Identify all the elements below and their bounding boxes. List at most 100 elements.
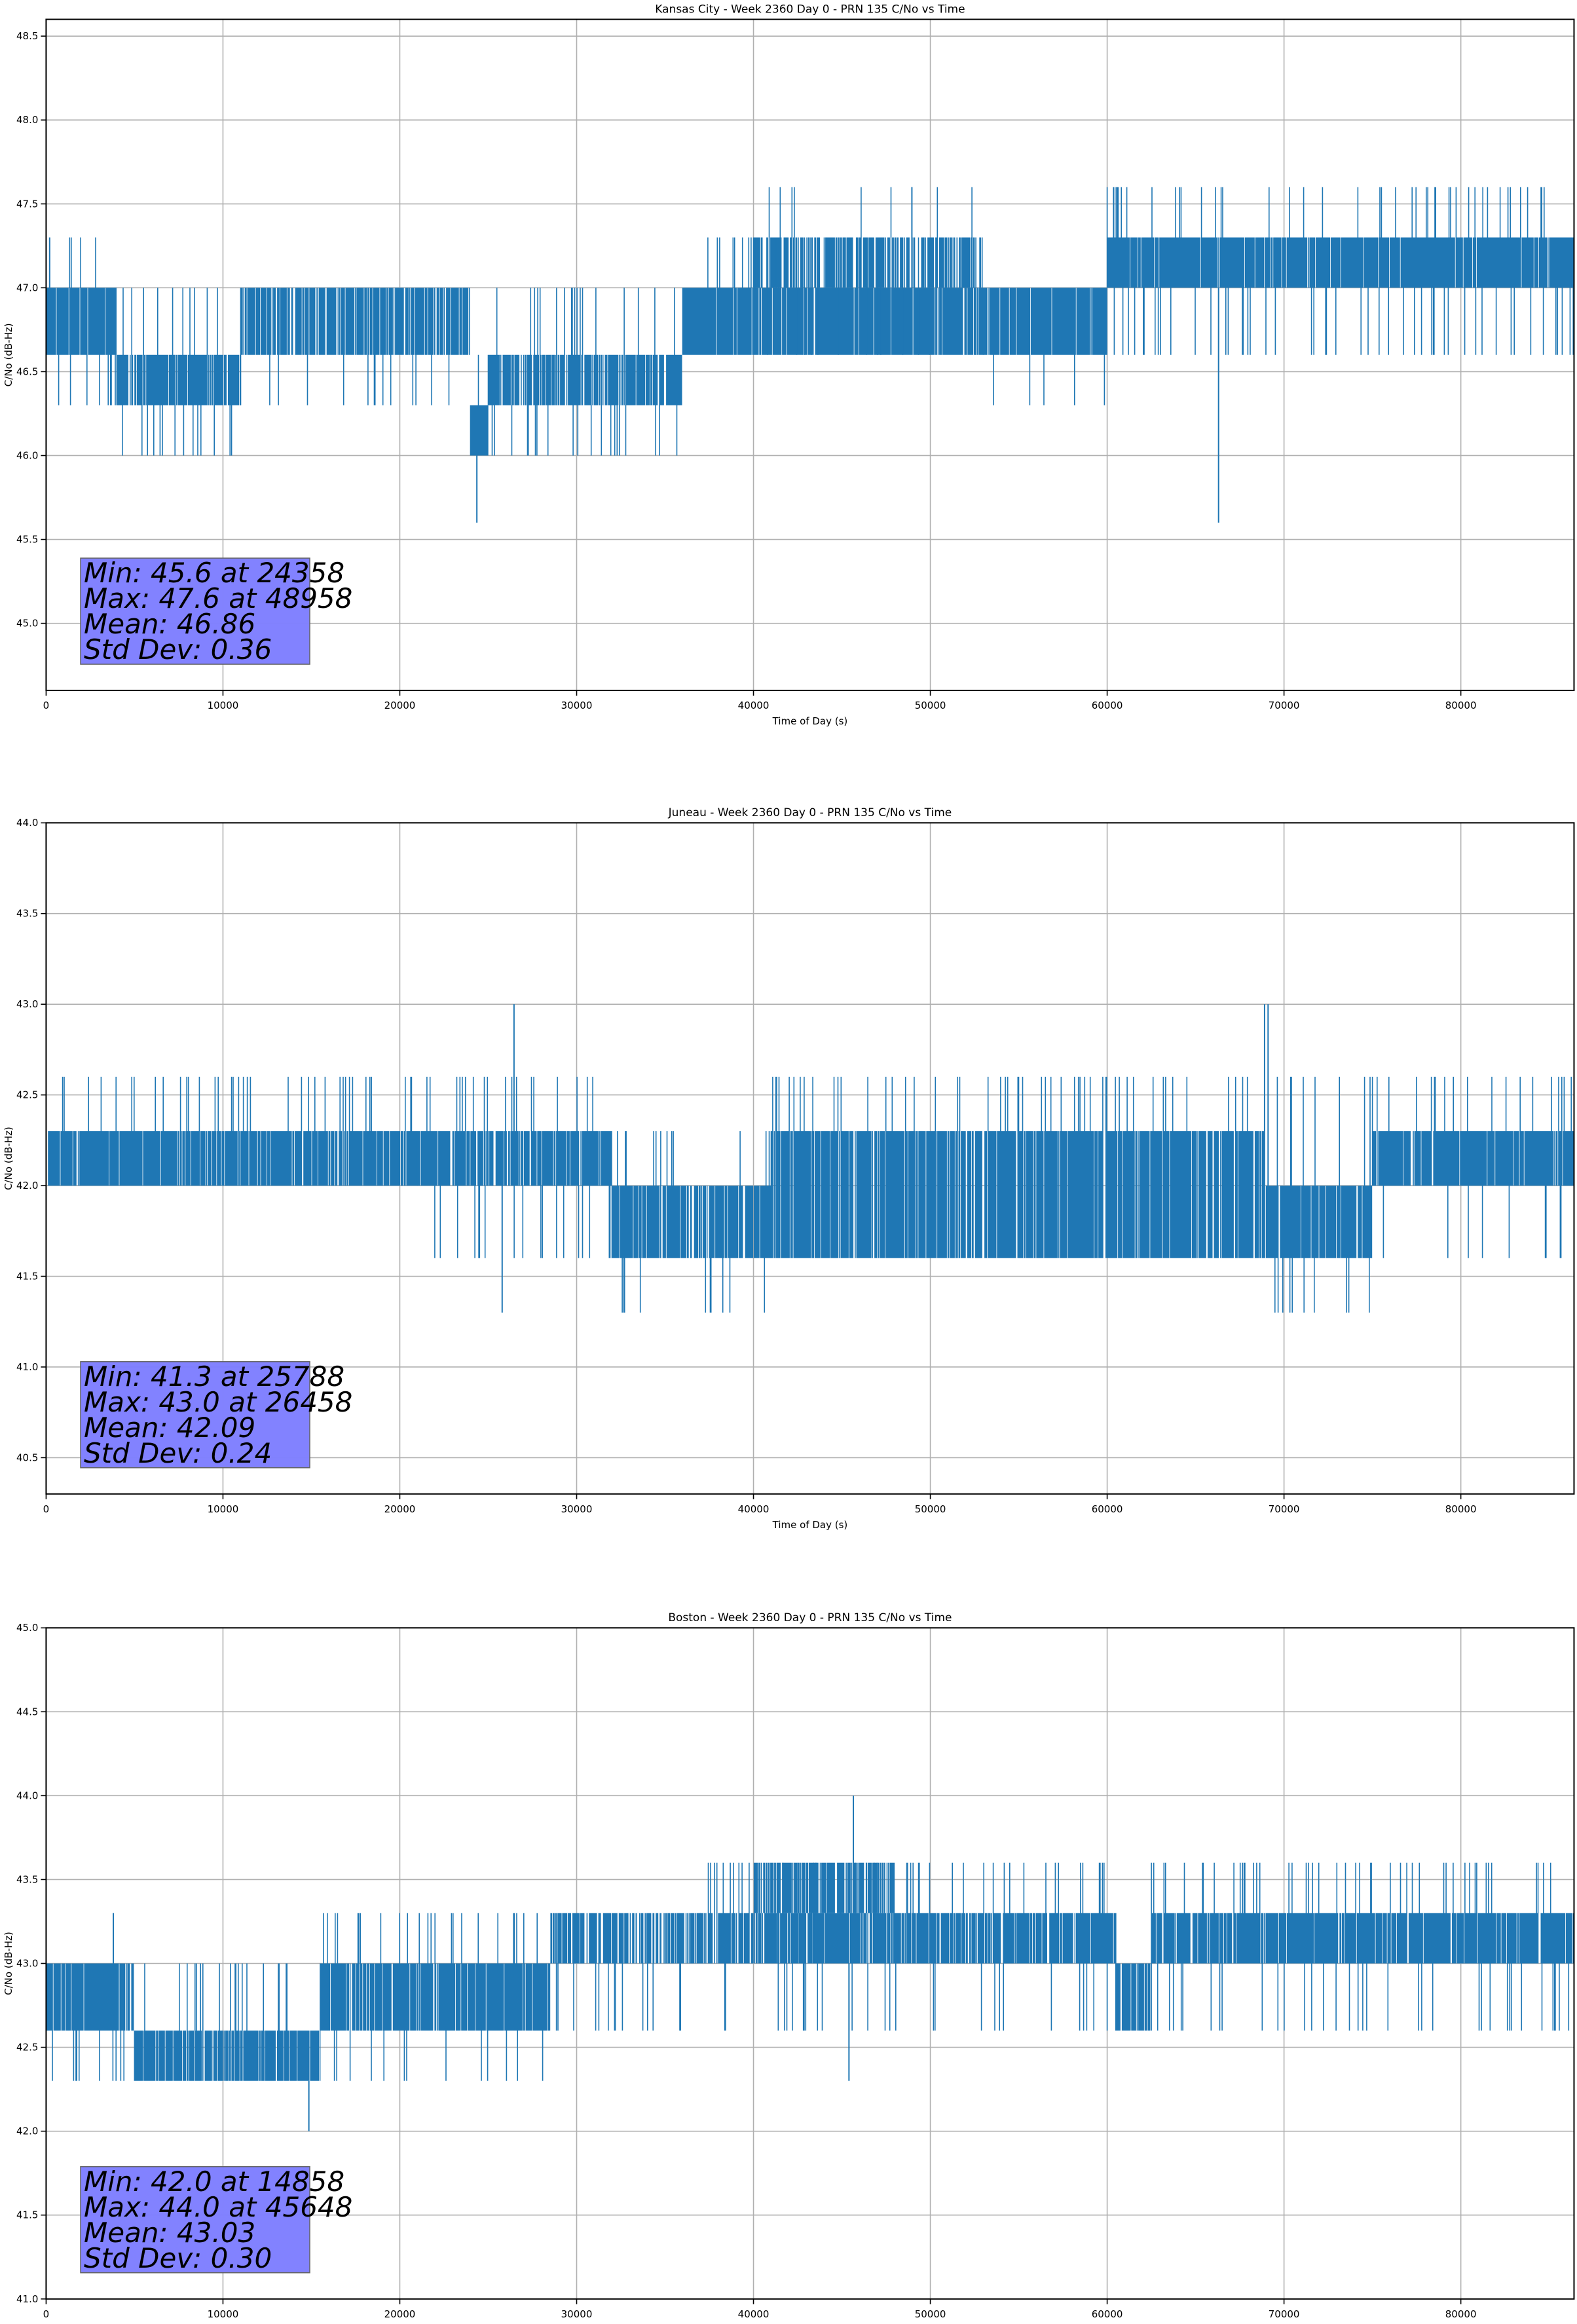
y-tick-label: 45.5 xyxy=(16,534,38,546)
x-tick-label: 70000 xyxy=(1269,2308,1300,2320)
y-tick-label: 43.5 xyxy=(16,908,38,920)
y-tick-label: 46.5 xyxy=(16,365,38,377)
stats-line: Min: 42.0 at 14858 xyxy=(84,2165,344,2198)
y-tick-label: 48.5 xyxy=(16,30,38,42)
data-band-segment xyxy=(1371,1076,1574,1258)
x-tick-label: 0 xyxy=(43,700,50,711)
stats-box xyxy=(80,1361,310,1469)
y-tick-label: 42.5 xyxy=(16,2042,38,2053)
stats-line: Mean: 42.09 xyxy=(84,1412,255,1444)
y-tick-label: 46.0 xyxy=(16,449,38,461)
x-tick-label: 50000 xyxy=(915,700,946,711)
chart-title: Juneau - Week 2360 Day 0 - PRN 135 C/No … xyxy=(668,806,952,819)
data-band-segment xyxy=(550,1913,701,2031)
y-tick-label: 42.5 xyxy=(16,1089,38,1101)
x-tick-label: 20000 xyxy=(384,700,416,711)
x-tick-label: 80000 xyxy=(1445,2308,1477,2320)
data-band-segment xyxy=(116,288,241,456)
data-band-segment xyxy=(752,187,983,355)
x-tick-label: 30000 xyxy=(561,2308,593,2320)
data-band-segment xyxy=(240,288,470,405)
data-series xyxy=(46,187,1574,523)
x-tick-label: 80000 xyxy=(1445,1503,1477,1515)
x-tick-label: 30000 xyxy=(561,700,593,711)
data-band-segment xyxy=(46,1076,418,1186)
y-tick-label: 45.0 xyxy=(16,1622,38,1634)
data-band-segment xyxy=(1106,187,1574,355)
stats-box xyxy=(80,557,310,665)
chart-boston: 0 10000 20000 30000 40000 50000 60000 70000 8000… xyxy=(3,1611,1575,2324)
data-series xyxy=(46,1004,1574,1313)
stats-line: Mean: 43.03 xyxy=(84,2217,255,2249)
y-tick-label: 43.0 xyxy=(16,1958,38,1970)
chart-juneau: 0 10000 20000 30000 40000 50000 60000 70000 8000… xyxy=(3,806,1575,1531)
data-band-segment xyxy=(699,1862,895,2031)
data-band-segment xyxy=(417,1076,612,1258)
y-tick-label: 43.5 xyxy=(16,1873,38,1885)
y-tick-label: 44.0 xyxy=(16,1790,38,1801)
data-band-segment xyxy=(1265,1076,1373,1313)
data-band-segment xyxy=(611,1131,771,1313)
y-tick-label: 47.5 xyxy=(16,198,38,210)
y-tick-label: 40.5 xyxy=(16,1452,38,1463)
x-tick-label: 10000 xyxy=(208,1503,239,1515)
axes-frame xyxy=(45,822,1575,1495)
y-tick-label: 43.0 xyxy=(16,998,38,1010)
data-band-segment xyxy=(753,1862,895,1964)
stats-line: Mean: 46.86 xyxy=(84,608,255,640)
stats-line: Std Dev: 0.30 xyxy=(84,2242,272,2274)
y-tick-label: 41.0 xyxy=(16,2293,38,2305)
stats-line: Min: 41.3 at 25788 xyxy=(84,1360,344,1393)
y-tick-label: 42.0 xyxy=(16,1180,38,1191)
y-tick-label: 45.0 xyxy=(16,618,38,629)
stats-line: Max: 43.0 at 26458 xyxy=(84,1386,352,1418)
y-axis-label: C/No (dB-Hz) xyxy=(3,1127,14,1190)
chart-title: Kansas City - Week 2360 Day 0 - PRN 135 … xyxy=(655,3,965,16)
x-tick-label: 70000 xyxy=(1269,1503,1300,1515)
x-tick-label: 50000 xyxy=(915,1503,946,1515)
data-band-segment xyxy=(1115,1963,1152,2031)
y-tick-label: 48.0 xyxy=(16,114,38,126)
stats-line: Max: 47.6 at 48958 xyxy=(84,582,352,614)
x-tick-label: 10000 xyxy=(208,700,239,711)
x-tick-label: 30000 xyxy=(561,1503,593,1515)
x-tick-label: 70000 xyxy=(1269,700,1300,711)
data-band-segment xyxy=(487,288,682,456)
data-band-segment xyxy=(682,237,984,355)
x-tick-label: 10000 xyxy=(208,2308,239,2320)
data-band-segment xyxy=(320,1913,551,2081)
x-tick-label: 20000 xyxy=(384,1503,416,1515)
x-tick-label: 60000 xyxy=(1092,700,1123,711)
y-tick-label: 47.0 xyxy=(16,282,38,293)
axes-frame xyxy=(45,18,1575,692)
data-band-segment xyxy=(46,1963,134,2081)
y-tick-label: 41.5 xyxy=(16,1271,38,1283)
data-band-segment xyxy=(1151,1862,1574,2031)
y-axis-label: C/No (dB-Hz) xyxy=(3,323,14,386)
data-band-segment xyxy=(470,354,489,456)
data-band-segment xyxy=(770,1076,1265,1258)
stats-line: Std Dev: 0.36 xyxy=(84,633,272,665)
stats-line: Max: 44.0 at 45648 xyxy=(84,2191,352,2223)
stats-line: Std Dev: 0.24 xyxy=(84,1437,272,1469)
x-tick-label: 20000 xyxy=(384,2308,416,2320)
x-tick-label: 40000 xyxy=(738,700,770,711)
y-tick-label: 42.0 xyxy=(16,2126,38,2137)
y-tick-label: 44.5 xyxy=(16,1706,38,1717)
data-band-segment xyxy=(982,288,1107,405)
stats-line: Min: 45.6 at 24358 xyxy=(84,557,344,589)
x-tick-label: 0 xyxy=(43,1503,50,1515)
chart-title: Boston - Week 2360 Day 0 - PRN 135 C/No … xyxy=(668,1611,952,1624)
data-band-segment xyxy=(894,1862,1117,2031)
x-tick-label: 40000 xyxy=(738,2308,770,2320)
x-tick-label: 60000 xyxy=(1092,2308,1123,2320)
y-tick-label: 41.0 xyxy=(16,1361,38,1373)
x-tick-label: 60000 xyxy=(1092,1503,1123,1515)
x-tick-label: 80000 xyxy=(1445,700,1477,711)
data-series xyxy=(46,1795,1574,2131)
x-tick-label: 50000 xyxy=(915,2308,946,2320)
chart-kansas-city: 0 10000 20000 30000 40000 50000 60000 70000 8000… xyxy=(3,3,1575,727)
y-tick-label: 41.5 xyxy=(16,2209,38,2221)
x-axis-label: Time of Day (s) xyxy=(772,715,848,727)
